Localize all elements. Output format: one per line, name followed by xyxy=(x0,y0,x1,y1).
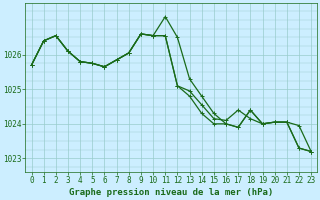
X-axis label: Graphe pression niveau de la mer (hPa): Graphe pression niveau de la mer (hPa) xyxy=(69,188,274,197)
